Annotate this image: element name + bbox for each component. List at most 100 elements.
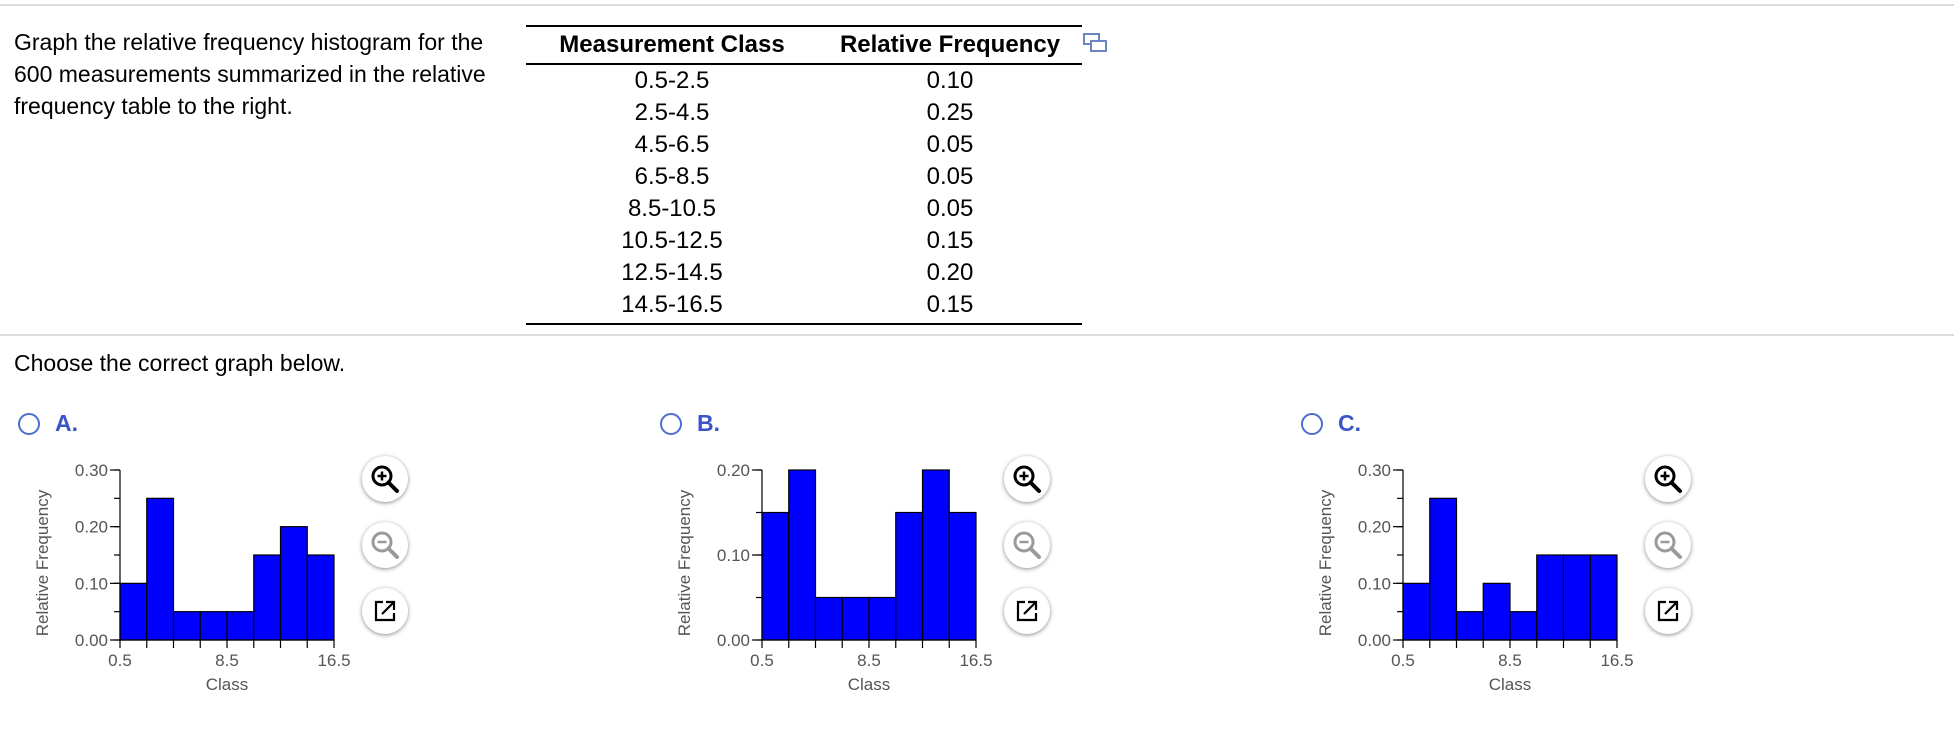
histogram-bar <box>279 526 308 641</box>
option-b-letter: B. <box>697 410 720 436</box>
option-c-letter: C. <box>1338 410 1361 436</box>
histogram-bar <box>119 582 148 641</box>
option-c: C. 0.00 0.10 0.20 0.30 0.5 8.5 16.5 Class Relati… <box>1301 410 1921 710</box>
x-axis-label: Class <box>206 675 249 694</box>
open-graph-button[interactable] <box>1004 588 1050 634</box>
choose-graph-prompt: Choose the correct graph below. <box>14 350 346 376</box>
histogram-bar <box>172 611 201 641</box>
y-tick-label: 0.00 <box>1358 631 1391 650</box>
histogram-b: 0.00 0.10 0.20 0.5 8.5 16.5 Class Relative Freq… <box>675 461 993 694</box>
table-row: 2.5-4.5 0.25 <box>526 97 1082 129</box>
histogram-bar <box>1455 611 1484 641</box>
section-divider <box>0 334 1954 336</box>
class-cell: 8.5-10.5 <box>627 195 717 222</box>
x-tick-label: 16.5 <box>317 651 350 670</box>
y-tick-label: 0.20 <box>1358 518 1391 537</box>
expand-table-icon[interactable] <box>1082 32 1108 54</box>
zoom-out-icon <box>371 531 399 559</box>
histogram-bar <box>226 611 255 641</box>
x-tick-label: 16.5 <box>1600 651 1633 670</box>
zoom-out-button[interactable] <box>1645 522 1691 568</box>
histogram-bar <box>1429 497 1458 641</box>
y-tick-label: 0.10 <box>717 546 750 565</box>
y-axis-label: Relative Frequency <box>33 489 52 636</box>
x-tick-label: 8.5 <box>857 651 881 670</box>
y-tick-label: 0.20 <box>717 461 750 480</box>
histogram-bar <box>1509 611 1538 641</box>
y-axis-label: Relative Frequency <box>1316 489 1335 636</box>
histogram-bar <box>199 611 228 641</box>
x-tick-label: 0.5 <box>750 651 774 670</box>
zoom-in-button[interactable] <box>362 456 408 502</box>
histogram-a: 0.00 0.10 0.20 0.30 0.5 8.5 16.5 Class Relative … <box>33 461 351 694</box>
y-tick-label: 0.00 <box>75 631 108 650</box>
histogram-bar <box>146 497 175 641</box>
table-row: 0.5-2.5 0.10 <box>526 64 1082 97</box>
histogram-bar <box>921 469 950 641</box>
frequency-cell: 0.05 <box>926 195 974 222</box>
open-graph-button[interactable] <box>1645 588 1691 634</box>
column-header-relative-frequency: Relative Frequency <box>818 25 1082 65</box>
histogram-bar <box>895 511 924 641</box>
option-c-selector[interactable]: C. <box>1301 410 1361 437</box>
zoom-in-button[interactable] <box>1004 456 1050 502</box>
frequency-cell: 0.25 <box>926 99 974 126</box>
option-a-selector[interactable]: A. <box>18 410 78 437</box>
histogram-bar <box>253 554 282 641</box>
option-a-letter: A. <box>55 410 78 436</box>
y-tick-label: 0.10 <box>75 574 108 593</box>
class-cell: 14.5-16.5 <box>526 289 818 325</box>
open-external-icon <box>374 600 396 622</box>
zoom-in-icon <box>1013 465 1041 493</box>
y-tick-label: 0.10 <box>1358 574 1391 593</box>
class-cell: 12.5-14.5 <box>621 259 723 286</box>
open-graph-button[interactable] <box>362 588 408 634</box>
table-row: 10.5-12.5 0.15 <box>526 225 1082 257</box>
column-header-measurement-class: Measurement Class <box>526 25 818 65</box>
x-axis-label: Class <box>1489 675 1532 694</box>
x-tick-label: 16.5 <box>959 651 992 670</box>
zoom-out-button[interactable] <box>1004 522 1050 568</box>
option-b-radio[interactable] <box>660 412 682 435</box>
histogram-bar <box>306 554 335 641</box>
y-tick-label: 0.00 <box>717 631 750 650</box>
y-tick-label: 0.30 <box>1358 461 1391 480</box>
open-external-icon <box>1657 600 1679 622</box>
class-cell: 2.5-4.5 <box>634 99 710 126</box>
class-cell: 10.5-12.5 <box>621 227 723 254</box>
class-cell: 4.5-6.5 <box>634 131 710 158</box>
histogram-bar <box>1482 582 1511 641</box>
frequency-cell: 0.05 <box>926 131 974 158</box>
table-row: 12.5-14.5 0.20 <box>526 257 1082 289</box>
option-c-radio[interactable] <box>1301 412 1323 435</box>
zoom-in-icon <box>371 465 399 493</box>
table-row: 6.5-8.5 0.05 <box>526 161 1082 193</box>
frequency-cell: 0.15 <box>818 289 1082 325</box>
zoom-out-button[interactable] <box>362 522 408 568</box>
option-b: B. 0.00 0.10 0.20 0.5 8.5 16.5 Class Relative F… <box>660 410 1280 710</box>
histogram-bar <box>1536 554 1565 641</box>
x-tick-label: 8.5 <box>1498 651 1522 670</box>
histogram-bar <box>868 596 897 641</box>
frequency-cell: 0.10 <box>926 67 974 94</box>
option-b-selector[interactable]: B. <box>660 410 720 437</box>
histogram-bar <box>948 511 977 641</box>
histogram-bar <box>788 469 817 641</box>
class-cell: 0.5-2.5 <box>634 67 710 94</box>
zoom-out-icon <box>1013 531 1041 559</box>
relative-frequency-table: Measurement Class Relative Frequency 0.5… <box>526 25 1082 325</box>
question-text: Graph the relative frequency histogram f… <box>14 29 486 119</box>
table-header-row: Measurement Class Relative Frequency <box>526 25 1082 65</box>
zoom-in-button[interactable] <box>1645 456 1691 502</box>
x-axis-label: Class <box>848 675 891 694</box>
zoom-in-icon <box>1654 465 1682 493</box>
histogram-bar <box>1589 554 1618 641</box>
option-a-radio[interactable] <box>18 412 40 435</box>
x-tick-label: 0.5 <box>108 651 132 670</box>
histogram-c: 0.00 0.10 0.20 0.30 0.5 8.5 16.5 Class Relative … <box>1316 461 1634 694</box>
table-row: 4.5-6.5 0.05 <box>526 129 1082 161</box>
histogram-bar <box>814 596 843 641</box>
table-row: 14.5-16.5 0.15 <box>526 289 1082 325</box>
x-tick-label: 0.5 <box>1391 651 1415 670</box>
x-tick-label: 8.5 <box>215 651 239 670</box>
